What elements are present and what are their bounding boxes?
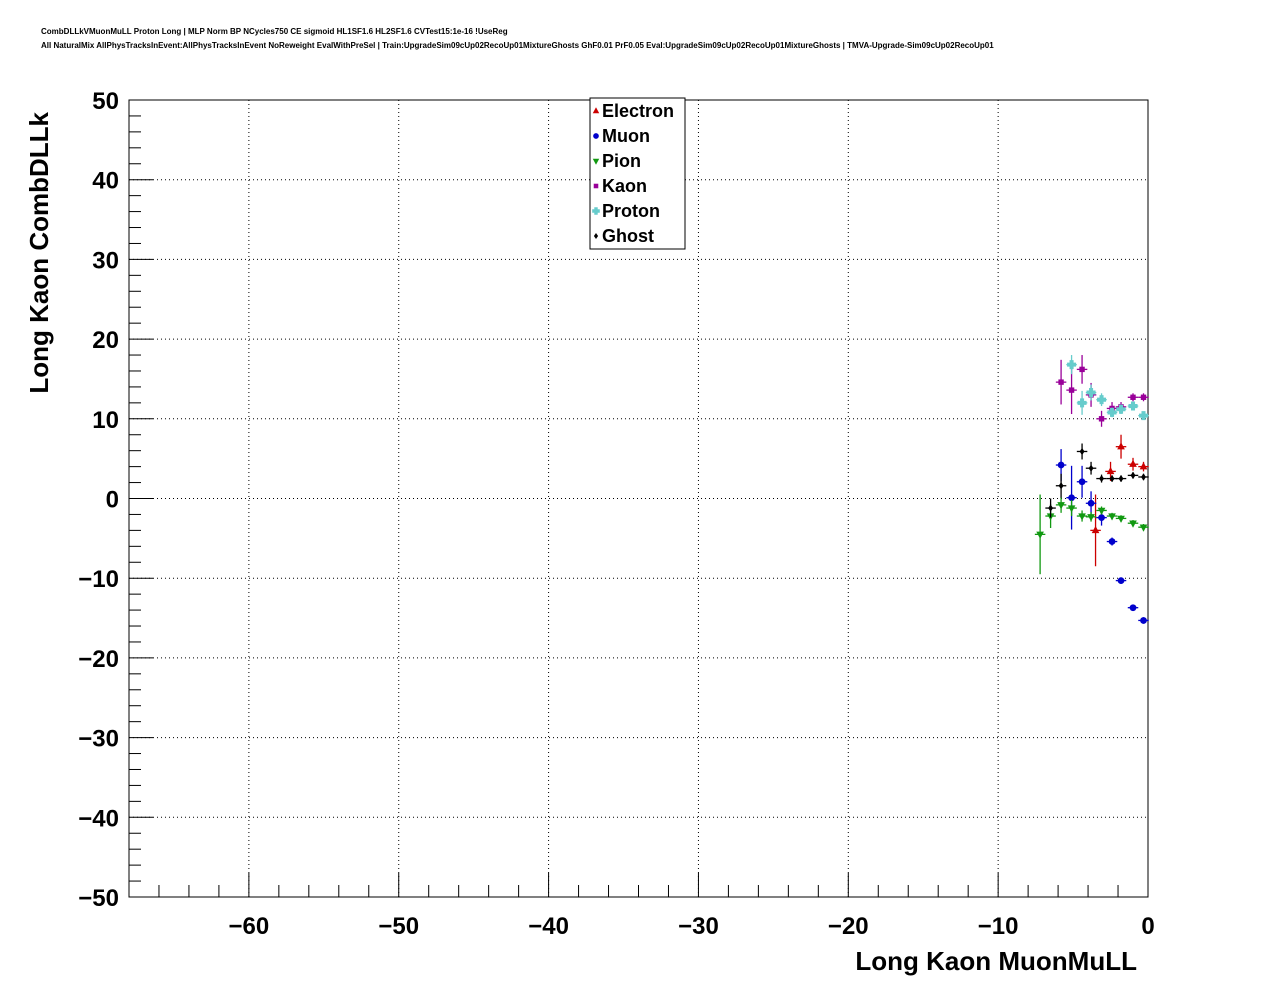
data-point [1076,510,1088,522]
y-tick-label: −20 [78,646,119,673]
data-point [1115,515,1127,523]
data-point [1138,393,1149,402]
data-point [1127,471,1139,479]
series-proton [1066,355,1149,421]
data-point [1115,577,1127,584]
data-point [1076,355,1088,384]
minor-ticks [128,99,1149,898]
data-point [1085,384,1097,401]
data-point [1127,457,1139,471]
legend-label: Ghost [602,226,654,246]
data-point [1085,461,1097,475]
data-point [1138,461,1149,472]
series-layer [1034,355,1149,624]
legend-label: Pion [602,151,641,171]
y-tick-label: −30 [78,726,119,753]
y-tick-label: 30 [92,247,119,274]
x-tick-label: −40 [528,913,569,940]
data-point [1096,474,1107,483]
legend-item-electron: Electron [592,101,674,121]
data-point [1085,491,1097,516]
data-point [1106,512,1118,521]
data-point [1085,512,1097,522]
y-tick-label: −10 [78,566,119,593]
legend: Electron Muon Pion Kaon Proton Ghost [589,97,686,250]
data-point [1066,465,1077,530]
y-axis-label: Long Kaon CombDLLk [24,111,54,393]
data-point [1106,474,1118,483]
data-point [1127,604,1139,612]
data-point [1090,494,1101,567]
legend-item-muon: Muon [593,126,650,146]
chart-subtitle: All NaturalMix AllPhysTracksInEvent:AllP… [41,41,994,50]
legend-label: Muon [602,126,650,146]
data-point [1066,355,1077,375]
data-point [1127,393,1139,402]
chart-title: CombDLLkVMuonMuLL Proton Long | MLP Norm… [41,27,508,36]
x-tick-label: −60 [229,913,270,940]
data-point [1115,474,1127,483]
legend-label: Electron [602,101,674,121]
data-point [1096,393,1107,407]
y-tick-label: 0 [106,487,119,514]
y-tick-label: −40 [78,805,119,832]
legend-label: Proton [602,201,660,221]
data-point [1138,411,1149,421]
legend-item-pion: Pion [592,151,641,171]
y-axis-ticks: 50 40 30 20 10 0 −10 −20 −30 −40 −50 [78,88,119,912]
x-tick-label: −10 [978,913,1019,940]
legend-label: Kaon [602,176,647,196]
data-point [1096,506,1107,515]
y-tick-label: 50 [92,88,119,115]
data-point [1076,390,1088,415]
y-tick-label: 20 [92,327,119,354]
y-tick-label: 40 [92,168,119,195]
data-point [1127,401,1139,411]
data-point [1138,617,1149,624]
data-point [1096,410,1107,427]
series-pion [1034,494,1149,575]
data-point [1055,496,1067,513]
data-point [1115,404,1127,415]
x-axis-label: Long Kaon MuonMuLL [855,946,1137,976]
data-point [1066,500,1077,517]
data-point [1106,537,1118,546]
series-electron [1090,434,1149,567]
header: CombDLLkVMuonMuLL Proton Long | MLP Norm… [0,0,1276,64]
x-tick-label: −50 [378,913,419,940]
x-tick-label: −20 [828,913,869,940]
x-tick-label: −30 [678,913,719,940]
data-point [1076,465,1088,498]
data-point [1076,443,1088,460]
legend-item-kaon: Kaon [593,176,647,196]
y-tick-label: 10 [92,407,119,434]
data-point [1115,434,1127,459]
data-point [1127,520,1139,528]
series-muon [1055,449,1149,624]
x-tick-label: 0 [1141,913,1154,940]
legend-box [589,97,686,250]
data-point [1055,359,1067,405]
data-point [1138,524,1149,532]
data-point [1045,498,1056,518]
y-tick-label: −50 [78,885,119,912]
data-point [1034,494,1046,575]
legend-item-proton: Proton [592,201,660,221]
series-ghost [1045,443,1149,518]
x-axis-ticks: −60 −50 −40 −30 −20 −10 0 [229,913,1155,940]
data-point [1138,473,1149,481]
legend-item-ghost: Ghost [593,226,654,246]
data-point [1106,407,1118,418]
data-point [1055,473,1067,498]
